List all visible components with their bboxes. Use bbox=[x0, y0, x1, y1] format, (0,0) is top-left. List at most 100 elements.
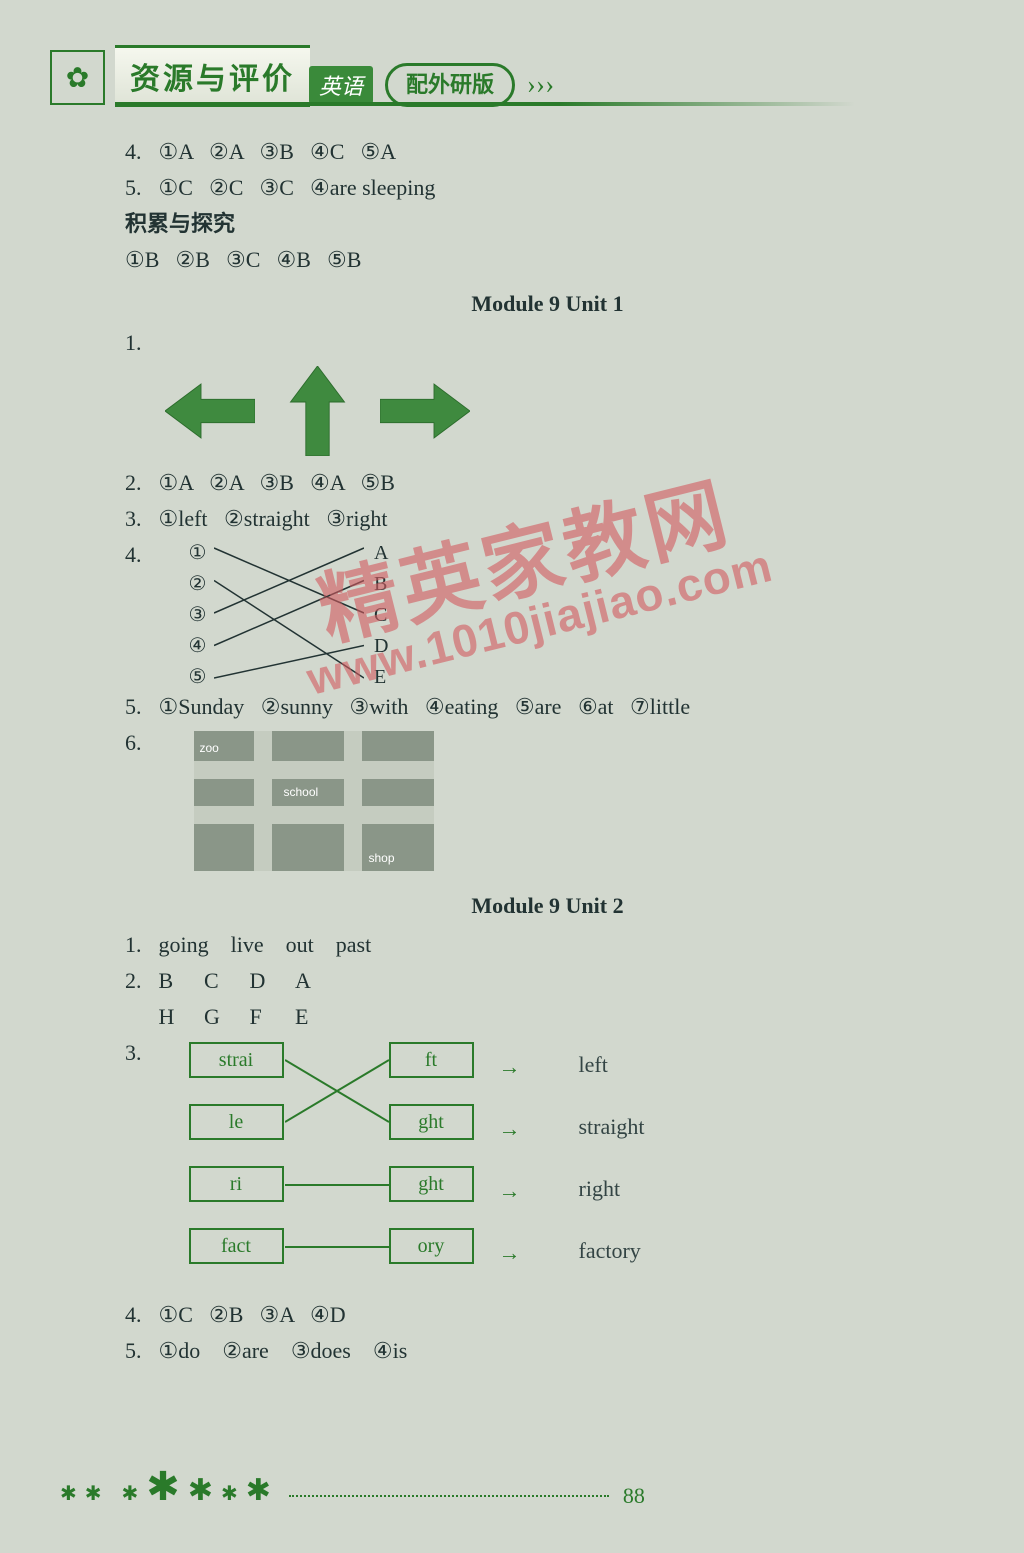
question-number: 5. bbox=[125, 171, 153, 205]
answer-item: C bbox=[204, 964, 244, 998]
map-diagram: zoo school shop bbox=[194, 731, 434, 871]
top-q4: 4. ①A ②A ③B ④C ⑤A bbox=[125, 135, 970, 169]
answer-item: ①do bbox=[159, 1338, 201, 1363]
answer-item: ①C bbox=[159, 171, 204, 205]
section-heading-m9u2: Module 9 Unit 2 bbox=[125, 889, 970, 923]
m9u2-q4: 4. ①C ②B ③A ④D bbox=[125, 1298, 970, 1332]
question-number: 5. bbox=[125, 690, 153, 724]
answer-item: ②are bbox=[222, 1338, 269, 1363]
word-box-left: ri bbox=[189, 1166, 284, 1202]
m9u1-q5: 5. ①Sunday ②sunny ③with ④eating ⑤are ⑥at… bbox=[125, 690, 970, 724]
question-number: 1. bbox=[125, 928, 153, 962]
question-number: 3. bbox=[125, 1036, 153, 1070]
word-box-left: fact bbox=[189, 1228, 284, 1264]
arrow-right-icon: → bbox=[499, 1050, 521, 1084]
answer-item: ⑤are bbox=[515, 694, 562, 719]
map-label-zoo: zoo bbox=[200, 739, 219, 758]
match-left-item: ② bbox=[189, 569, 207, 600]
answer-item: B bbox=[159, 964, 199, 998]
answer-item: ③C bbox=[260, 171, 305, 205]
answer-item: G bbox=[204, 1000, 244, 1034]
answer-item: ④A bbox=[310, 466, 355, 500]
title-edition-badge: 配外研版 bbox=[385, 63, 515, 107]
map-label-shop: shop bbox=[369, 849, 395, 868]
arrow-right-icon: → bbox=[499, 1174, 521, 1208]
answer-item: ⑤A bbox=[361, 135, 406, 169]
arrow-right-icon: → bbox=[499, 1112, 521, 1146]
answer-item: ③B bbox=[260, 466, 305, 500]
answer-item: H bbox=[159, 1000, 199, 1034]
answer-item: ②B bbox=[209, 1298, 254, 1332]
answer-item: live bbox=[231, 932, 264, 957]
arrows-row bbox=[165, 366, 970, 456]
match-left-item: ⑤ bbox=[189, 662, 207, 693]
answer-item: ①C bbox=[159, 1298, 204, 1332]
answer-item: ①Sunday bbox=[159, 694, 245, 719]
match-right-item: B bbox=[374, 569, 388, 600]
match-left-item: ③ bbox=[189, 600, 207, 631]
word-result: right bbox=[579, 1172, 621, 1206]
question-number: 3. bbox=[125, 502, 153, 536]
m9u2-q1: 1. going live out past bbox=[125, 928, 970, 962]
match-right-item: C bbox=[374, 600, 388, 631]
match-right-item: D bbox=[374, 631, 388, 662]
word-box-left: strai bbox=[189, 1042, 284, 1078]
match-right-item: A bbox=[374, 538, 388, 569]
word-box-left: le bbox=[189, 1104, 284, 1140]
footer: ✱ ✱ ✱ ✱ ✱ ✱ ✱ 88 bbox=[60, 1463, 960, 1513]
question-number: 5. bbox=[125, 1334, 153, 1368]
answer-item: ③A bbox=[260, 1298, 305, 1332]
accumulate-answers: ①B ②B ③C ④B ⑤B bbox=[125, 243, 970, 277]
page: ✿ 资源与评价 英语 配外研版 › › › 4. ①A ②A ③B ④C ⑤A … bbox=[50, 40, 970, 1370]
answer-item: ①A bbox=[159, 135, 204, 169]
m9u2-q5: 5. ①do ②are ③does ④is bbox=[125, 1334, 970, 1368]
answer-item: ①left bbox=[159, 506, 208, 531]
answer-item: ④C bbox=[310, 135, 355, 169]
match-left-item: ④ bbox=[189, 631, 207, 662]
word-result: straight bbox=[579, 1110, 645, 1144]
matching-left-col: ① ② ③ ④ ⑤ bbox=[189, 538, 207, 688]
word-match-cross-lines bbox=[285, 1042, 389, 1172]
m9u2-q2: 2. B C D A bbox=[125, 964, 970, 998]
m9u1-q3: 3. ①left ②straight ③right bbox=[125, 502, 970, 536]
flower-icon: ✱ bbox=[85, 1481, 102, 1506]
m9u2-q3: 3. strai ft → left le ght → straight bbox=[125, 1036, 970, 1296]
answer-item: ④is bbox=[373, 1338, 407, 1363]
answer-item: D bbox=[250, 964, 290, 998]
answer-item: ④D bbox=[310, 1298, 355, 1332]
arrow-right-icon: → bbox=[499, 1236, 521, 1270]
match-right-item: E bbox=[374, 662, 388, 693]
flower-icon: ✱ bbox=[221, 1481, 238, 1506]
title-subject: 英语 bbox=[309, 66, 373, 104]
answer-item: ③C bbox=[226, 243, 271, 277]
question-number: 6. bbox=[125, 726, 153, 760]
m9u1-q6: 6. zoo school shop bbox=[125, 726, 970, 879]
answer-item: ②A bbox=[209, 135, 254, 169]
flower-icon: ✱ bbox=[146, 1463, 180, 1510]
word-result: factory bbox=[579, 1234, 641, 1268]
answer-item: A bbox=[295, 964, 335, 998]
m9u2-q2b: H G F E bbox=[125, 1000, 970, 1034]
answer-item: ②C bbox=[209, 171, 254, 205]
answer-item: out bbox=[286, 932, 314, 957]
arrow-right-icon bbox=[380, 376, 470, 446]
logo-icon: ✿ bbox=[50, 50, 105, 105]
answer-item: E bbox=[295, 1000, 335, 1034]
top-q5: 5. ①C ②C ③C ④are sleeping bbox=[125, 171, 970, 205]
m9u1-q2: 2. ①A ②A ③B ④A ⑤B bbox=[125, 466, 970, 500]
answer-item: ②straight bbox=[224, 506, 310, 531]
m9u1-q1: 1. bbox=[125, 326, 970, 360]
road bbox=[194, 761, 434, 779]
answer-item: ⑤B bbox=[327, 243, 372, 277]
road bbox=[344, 731, 362, 871]
answer-item: ④are sleeping bbox=[310, 175, 435, 200]
answer-item: ①A bbox=[159, 466, 204, 500]
answer-item: F bbox=[250, 1000, 290, 1034]
footer-dots bbox=[289, 1495, 609, 1497]
connector-line bbox=[285, 1246, 389, 1248]
header-underline bbox=[115, 102, 855, 106]
answer-item: ②A bbox=[209, 466, 254, 500]
matching-lines bbox=[214, 538, 364, 688]
answer-item: ⑥at bbox=[578, 694, 614, 719]
answer-item: ②sunny bbox=[261, 694, 333, 719]
